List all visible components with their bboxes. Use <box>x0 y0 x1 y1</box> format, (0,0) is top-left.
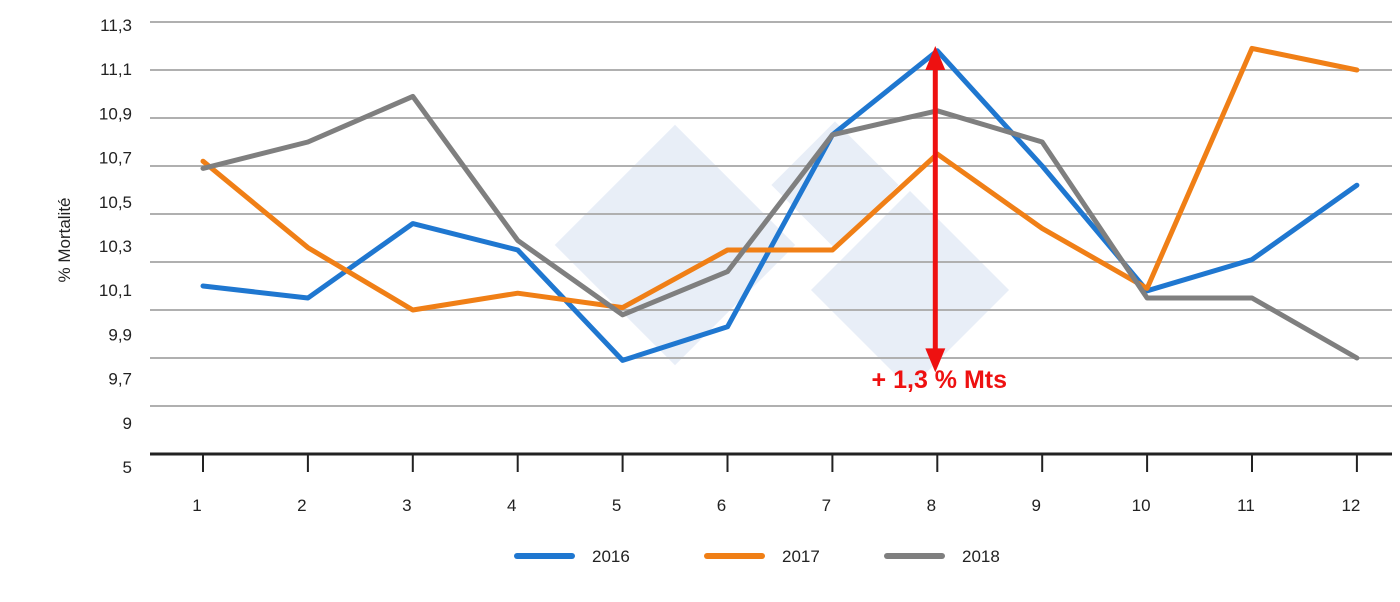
x-tick-label: 12 <box>1341 496 1360 515</box>
x-tick-label: 11 <box>1237 496 1255 515</box>
arrow-head-down <box>925 348 946 373</box>
arrow-head-up <box>925 46 946 70</box>
y-tick-label: 9,7 <box>108 370 132 389</box>
y-tick-label: 10,1 <box>99 281 132 300</box>
series-line-2018 <box>200 93 1360 361</box>
x-tick-label: 7 <box>822 496 831 515</box>
y-tick-label: 9 <box>123 414 132 433</box>
x-tick-label: 8 <box>927 496 936 515</box>
x-tick-label: 3 <box>402 496 411 515</box>
y-tick-label: 11,3 <box>100 16 132 35</box>
x-tick-label: 6 <box>717 496 726 515</box>
y-axis-label: % Mortalité <box>55 197 74 282</box>
series-line-2017 <box>200 45 1360 313</box>
y-tick-label: 9,9 <box>108 325 132 344</box>
x-tick-label: 10 <box>1132 496 1151 515</box>
series-line-2016 <box>200 48 1360 363</box>
legend-label: 2018 <box>962 547 1000 566</box>
y-tick-label: 5 <box>123 458 132 477</box>
annotation-label: + 1,3 % Mts <box>872 366 1007 394</box>
y-tick-label: 10,9 <box>99 104 132 123</box>
x-tick-label: 9 <box>1031 496 1040 515</box>
y-tick-label: 11,1 <box>100 60 132 79</box>
y-tick-label: 10,7 <box>99 149 132 168</box>
x-tick-label: 2 <box>297 496 306 515</box>
y-tick-label: 10,3 <box>99 237 132 256</box>
x-tick-label: 1 <box>192 496 201 515</box>
legend-label: 2016 <box>592 547 630 566</box>
y-tick-label: 10,5 <box>99 193 132 212</box>
x-tick-label: 4 <box>507 496 516 515</box>
legend-label: 2017 <box>782 547 820 566</box>
x-tick-label: 5 <box>612 496 621 515</box>
